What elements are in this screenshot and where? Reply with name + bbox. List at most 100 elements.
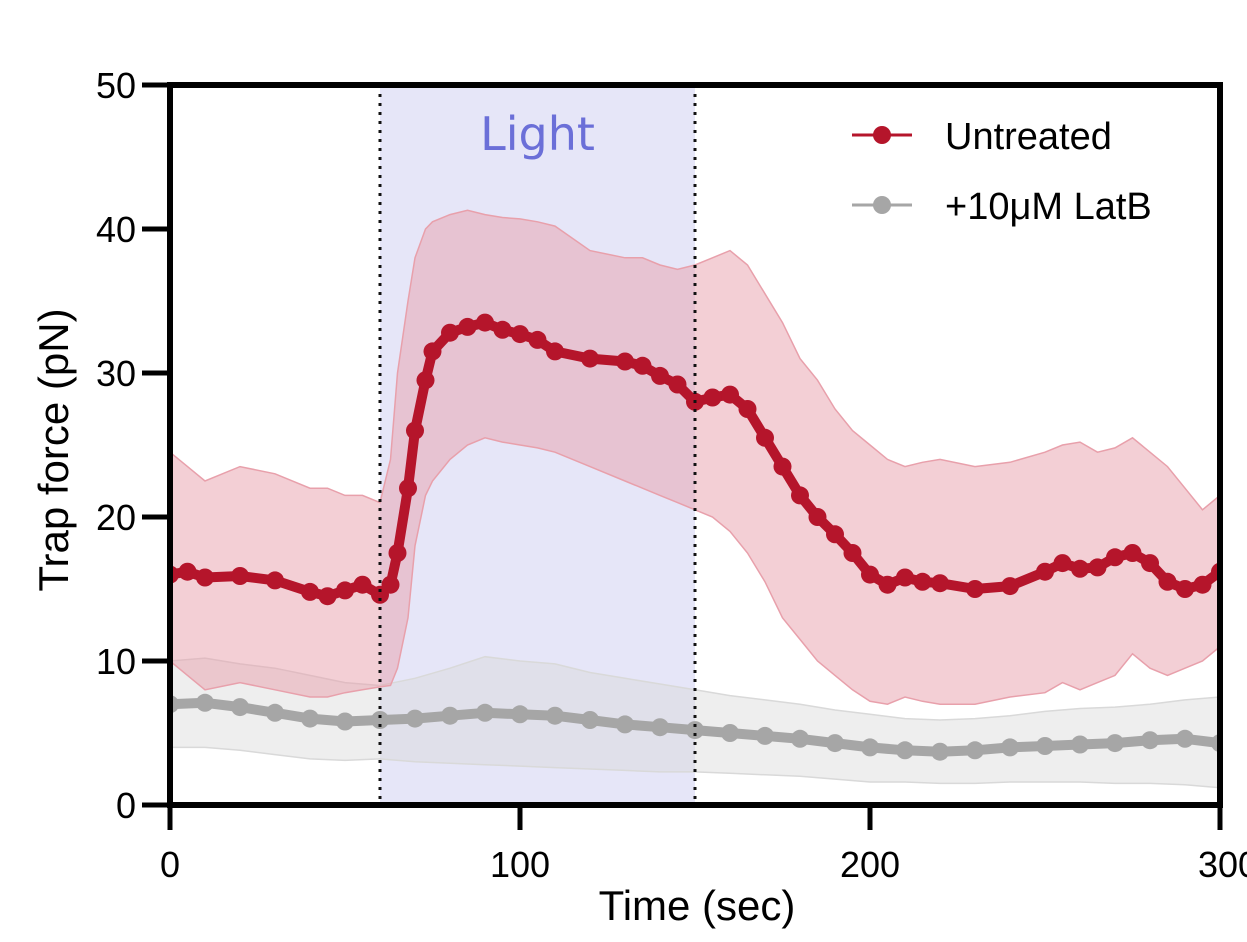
data-point-latb — [581, 711, 599, 729]
y-tick-label: 30 — [96, 353, 136, 394]
data-point-untreated — [493, 320, 512, 339]
data-point-untreated — [1158, 572, 1177, 591]
data-point-untreated — [668, 375, 687, 394]
data-point-untreated — [353, 575, 372, 594]
data-point-latb — [1141, 731, 1159, 750]
data-point-untreated — [966, 580, 984, 598]
data-point-untreated — [399, 479, 417, 498]
data-point-untreated — [318, 587, 337, 606]
data-point-untreated — [266, 571, 284, 590]
data-point-latb — [476, 703, 494, 722]
data-point-latb — [1071, 735, 1089, 754]
data-point-untreated — [441, 323, 459, 342]
data-point-latb — [791, 729, 809, 748]
data-point-latb — [1036, 737, 1054, 755]
data-point-untreated — [196, 568, 214, 587]
data-point-untreated — [458, 317, 477, 336]
data-point-untreated — [721, 385, 739, 404]
data-point-untreated — [476, 313, 494, 332]
data-point-untreated — [913, 572, 932, 591]
data-point-latb — [196, 693, 214, 712]
data-point-untreated — [703, 388, 722, 407]
y-tick-label: 40 — [96, 209, 136, 250]
legend-label: Untreated — [945, 116, 1112, 158]
data-point-latb — [651, 718, 669, 737]
data-point-untreated — [738, 400, 757, 418]
data-point-untreated — [633, 356, 652, 375]
data-point-untreated — [581, 349, 599, 368]
y-tick-label: 20 — [96, 497, 136, 538]
data-point-untreated — [826, 525, 844, 544]
data-point-latb — [966, 741, 984, 760]
data-point-latb — [511, 705, 529, 724]
data-point-untreated — [808, 508, 827, 526]
data-point-latb — [616, 715, 634, 734]
legend-marker — [873, 196, 891, 214]
data-point-latb — [826, 734, 844, 753]
data-point-untreated — [336, 581, 354, 600]
data-point-latb — [1176, 729, 1194, 748]
y-tick-label: 50 — [96, 65, 136, 106]
data-point-untreated — [528, 330, 547, 349]
y-tick-label: 0 — [116, 785, 136, 826]
data-point-latb — [546, 706, 564, 725]
legend-label: +10μM LatB — [945, 186, 1152, 228]
data-point-untreated — [416, 371, 435, 390]
data-point-untreated — [423, 342, 442, 361]
data-point-latb — [721, 724, 739, 742]
data-point-latb — [756, 726, 774, 745]
data-point-untreated — [1106, 548, 1124, 567]
x-tick-label: 200 — [840, 844, 900, 885]
plot-frame — [167, 82, 1223, 808]
x-tick-label: 300 — [1198, 844, 1247, 885]
data-point-untreated — [756, 428, 774, 447]
data-point-untreated — [388, 544, 407, 562]
data-point-latb — [301, 709, 319, 728]
x-axis-title: Time (sec) — [599, 882, 796, 929]
data-point-latb — [1106, 734, 1124, 753]
data-point-untreated — [231, 567, 249, 585]
data-point-latb — [861, 738, 879, 757]
data-point-latb — [1001, 738, 1019, 757]
y-axis-title: Trap force (pN) — [30, 308, 77, 591]
data-point-untreated — [1053, 554, 1072, 573]
data-point-untreated — [878, 575, 897, 594]
data-point-untreated — [651, 366, 669, 385]
data-point-untreated — [546, 342, 564, 361]
data-point-untreated — [511, 325, 529, 344]
data-point-untreated — [773, 457, 792, 476]
data-point-untreated — [406, 421, 424, 440]
data-point-latb — [406, 709, 424, 728]
data-point-latb — [231, 698, 249, 717]
data-point-untreated — [381, 575, 400, 594]
data-point-untreated — [1001, 577, 1019, 596]
data-point-untreated — [931, 574, 949, 593]
data-point-latb — [896, 741, 914, 760]
data-point-latb — [686, 721, 704, 740]
data-point-latb — [371, 711, 389, 729]
data-point-untreated — [861, 565, 879, 584]
data-point-untreated — [1193, 575, 1212, 594]
data-point-untreated — [178, 562, 197, 581]
x-tick-label: 100 — [490, 844, 550, 885]
legend: Untreated +10μM LatB — [852, 116, 1152, 228]
data-point-latb — [266, 703, 284, 722]
data-point-untreated — [896, 568, 914, 587]
band-untreated — [170, 209, 1220, 705]
data-point-untreated — [616, 352, 634, 371]
data-point-latb — [441, 706, 459, 725]
data-point-untreated — [1036, 562, 1054, 581]
data-point-untreated — [1176, 580, 1194, 598]
data-point-latb — [931, 742, 949, 761]
data-point-untreated — [843, 544, 862, 562]
x-tick-label: 0 — [160, 844, 180, 885]
data-point-untreated — [791, 486, 809, 505]
data-point-untreated — [301, 582, 319, 601]
data-point-untreated — [1141, 554, 1159, 573]
y-tick-label: 10 — [96, 641, 136, 682]
legend-marker — [873, 126, 891, 144]
data-point-latb — [336, 712, 354, 731]
data-point-untreated — [1071, 559, 1089, 578]
light-label: Light — [480, 107, 595, 161]
